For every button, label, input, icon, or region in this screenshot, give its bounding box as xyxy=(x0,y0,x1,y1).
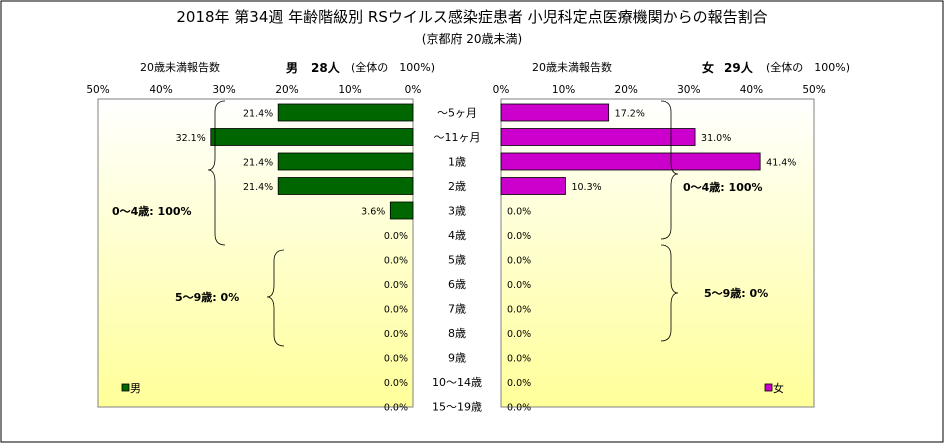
age-category-label: 4歳 xyxy=(448,229,466,242)
male-bar-value-label: 21.4% xyxy=(243,182,273,193)
male-group-5-9-label: 5～9歳: 0% xyxy=(175,290,239,304)
male-legend-swatch xyxy=(121,383,130,392)
male-group-0-4-label: 0～4歳: 100% xyxy=(112,204,192,218)
female-bar-value-label: 0.0% xyxy=(507,231,531,242)
age-category-label: ～5ヶ月 xyxy=(437,107,477,120)
female-header-sex: 女 xyxy=(702,60,714,75)
female-bar-value-label: 0.0% xyxy=(507,329,531,340)
female-bar-value-label: 0.0% xyxy=(507,280,531,291)
age-category-label: 10～14歳 xyxy=(432,376,482,389)
male-bar xyxy=(389,201,414,220)
male-bar-series: 21.4% 32.1% 21.4% 21.4% 3.6% 0.0% 0.0% 0.0% 0.0%… xyxy=(176,103,414,414)
male-bar-value-label: 0.0% xyxy=(384,403,408,414)
female-bar-value-label: 0.0% xyxy=(507,403,531,414)
male-x-tick-label: 50% xyxy=(86,84,109,96)
male-bar xyxy=(210,128,414,146)
female-header-count: 29人 xyxy=(724,60,754,75)
male-bar-value-label: 21.4% xyxy=(243,158,273,169)
male-x-tick-label: 20% xyxy=(275,84,298,96)
female-bar-value-label: 0.0% xyxy=(507,207,531,218)
female-bar-series: 17.2% 31.0% 41.4% 10.3% 0.0% 0.0% 0.0% 0.0% 0.0%… xyxy=(500,103,796,414)
age-category-label: 2歳 xyxy=(448,180,466,193)
female-bar-value-label: 0.0% xyxy=(507,354,531,365)
male-bar-value-label: 21.4% xyxy=(243,109,273,120)
female-brace-5-9 xyxy=(660,244,679,342)
male-bar-value-label: 0.0% xyxy=(384,305,408,316)
female-plot-area xyxy=(500,98,815,408)
female-bar xyxy=(500,103,610,122)
male-header-label: 20歳未満報告数 xyxy=(140,61,220,74)
age-category-label: 6歳 xyxy=(448,278,466,291)
male-bar-value-label: 0.0% xyxy=(384,378,408,389)
female-x-tick-label: 0% xyxy=(493,84,510,96)
male-bar-value-label: 0.0% xyxy=(384,280,408,291)
male-x-tick-label: 10% xyxy=(338,84,361,96)
age-category-label: 9歳 xyxy=(448,352,466,365)
female-x-tick-label: 50% xyxy=(802,84,825,96)
male-header-sex: 男 xyxy=(286,61,298,75)
female-group-0-4-label: 0～4歳: 100% xyxy=(683,180,763,194)
female-x-tick-label: 20% xyxy=(615,84,638,96)
age-category-label: ～11ヶ月 xyxy=(434,131,481,144)
female-bar-value-label: 10.3% xyxy=(571,182,601,193)
chart-title: 2018年 第34週 年齢階級別 RSウイルス感染症患者 小児科定点医療機関から… xyxy=(176,8,767,26)
female-bar-value-label: 41.4% xyxy=(766,158,796,169)
female-bar-value-label: 17.2% xyxy=(615,109,645,120)
female-bar-value-label: 31.0% xyxy=(701,133,731,144)
male-bar xyxy=(277,103,414,122)
male-x-tick-label: 30% xyxy=(212,84,235,96)
female-header-note: (全体の 100%) xyxy=(766,60,850,74)
female-bar xyxy=(500,177,566,195)
male-plot-area xyxy=(97,98,414,408)
female-legend-swatch xyxy=(764,383,773,392)
male-bar-value-label: 0.0% xyxy=(384,354,408,365)
male-header-count: 28人 xyxy=(311,60,341,75)
female-brace-0-4 xyxy=(660,100,679,240)
male-bar xyxy=(277,177,414,195)
age-category-label: 8歳 xyxy=(448,327,466,340)
age-category-labels: ～5ヶ月 ～11ヶ月 1歳 2歳 3歳 4歳 5歳 6歳 7歳 8歳 9歳 10～14歳 15～19歳 xyxy=(432,107,482,414)
female-bar-value-label: 0.0% xyxy=(507,256,531,267)
male-bar-value-label: 3.6% xyxy=(361,207,385,218)
female-x-tick-label: 40% xyxy=(740,84,763,96)
female-bar-value-label: 0.0% xyxy=(507,378,531,389)
male-bar-value-label: 0.0% xyxy=(384,329,408,340)
male-x-tick-label: 40% xyxy=(149,84,172,96)
age-category-label: 15～19歳 xyxy=(432,401,482,414)
male-bar xyxy=(277,152,414,171)
male-header-note: (全体の 100%) xyxy=(351,60,435,74)
male-brace-5-9 xyxy=(266,249,285,347)
female-group-5-9-label: 5～9歳: 0% xyxy=(704,286,768,300)
male-x-tick-label: 0% xyxy=(405,84,422,96)
age-category-label: 3歳 xyxy=(448,205,466,218)
female-bar xyxy=(500,152,761,171)
male-bar-value-label: 32.1% xyxy=(176,133,206,144)
female-x-axis: 0% 10% 20% 30% 40% 50% xyxy=(493,84,826,96)
age-category-label: 7歳 xyxy=(448,303,466,316)
age-category-label: 5歳 xyxy=(448,254,466,267)
age-category-label: 1歳 xyxy=(448,156,466,169)
female-x-tick-label: 30% xyxy=(677,84,700,96)
female-header-label: 20歳未満報告数 xyxy=(532,61,612,74)
male-bar-value-label: 0.0% xyxy=(384,256,408,267)
chart-subtitle: (京都府 20歳未満) xyxy=(422,31,522,46)
male-x-axis: 50% 40% 30% 20% 10% 0% xyxy=(86,84,421,96)
male-bar-value-label: 0.0% xyxy=(384,231,408,242)
male-legend-label: 男 xyxy=(130,382,141,395)
female-x-tick-label: 10% xyxy=(552,84,575,96)
female-legend-label: 女 xyxy=(773,381,784,395)
male-brace-0-4 xyxy=(207,100,226,246)
female-bar-value-label: 0.0% xyxy=(507,305,531,316)
female-bar xyxy=(500,128,696,146)
